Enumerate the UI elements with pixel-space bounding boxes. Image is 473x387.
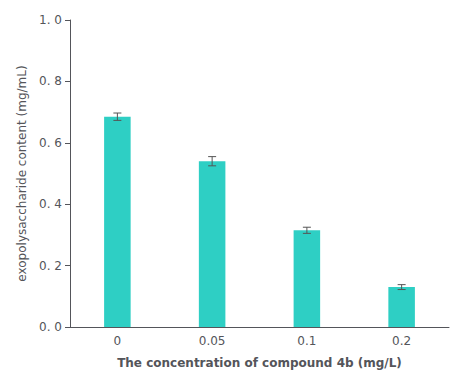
svg-text:0. 8: 0. 8 bbox=[39, 74, 62, 88]
svg-text:0.1: 0.1 bbox=[297, 334, 316, 348]
svg-text:0: 0 bbox=[114, 334, 122, 348]
svg-text:exopolysaccharide content (mg/: exopolysaccharide content (mg/mL) bbox=[15, 65, 29, 281]
svg-text:The concentration of compound: The concentration of compound 4b (mg/L) bbox=[117, 356, 402, 370]
svg-text:0.05: 0.05 bbox=[199, 334, 226, 348]
svg-text:0. 2: 0. 2 bbox=[39, 259, 62, 273]
svg-text:0. 4: 0. 4 bbox=[39, 197, 62, 211]
svg-text:0. 6: 0. 6 bbox=[39, 136, 62, 150]
svg-text:1. 0: 1. 0 bbox=[39, 13, 62, 27]
svg-text:0.2: 0.2 bbox=[392, 334, 411, 348]
svg-text:0. 0: 0. 0 bbox=[39, 320, 62, 334]
